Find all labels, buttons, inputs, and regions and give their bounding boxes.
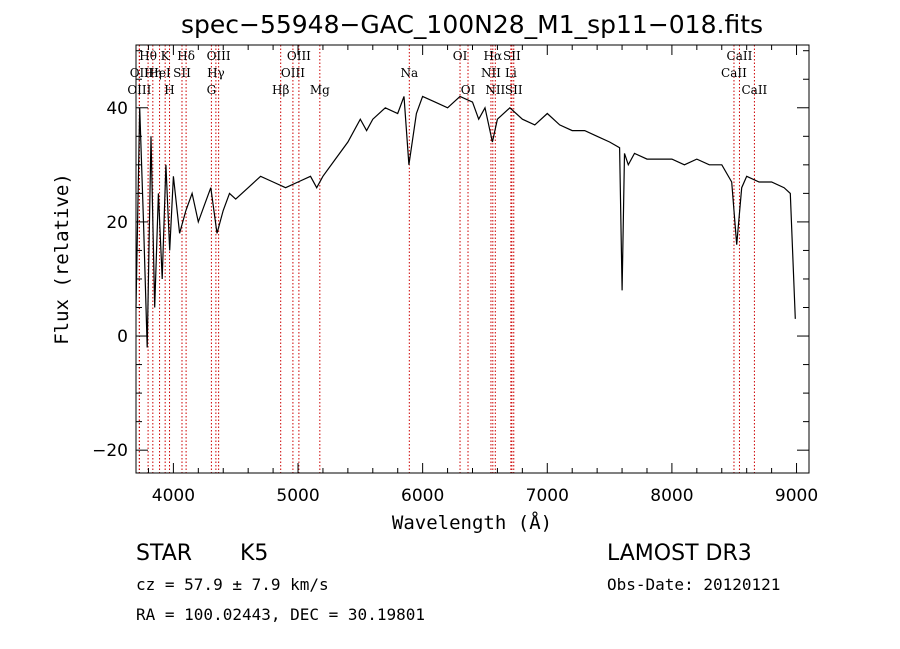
line-label-16: Na <box>400 66 418 80</box>
line-label-20: SII <box>503 49 521 63</box>
plot-frame <box>135 44 810 474</box>
line-label-27: CaII <box>741 83 767 97</box>
line-label-24: SII <box>505 83 523 97</box>
y-tick-label-0: −20 <box>92 441 128 461</box>
x-axis-ticks: 4000 5000 6000 7000 8000 9000 <box>147 45 818 506</box>
x-tick-label-4: 8000 <box>650 486 693 506</box>
y-tick-label-1: 0 <box>117 327 128 347</box>
x-tick-label-5: 9000 <box>775 486 818 506</box>
redshift-cz: cz = 57.9 ± 7.9 km/s <box>136 575 329 594</box>
spectral-line-markers <box>138 45 755 473</box>
y-tick-label-2: 20 <box>106 213 128 233</box>
object-class: STAR <box>136 541 192 566</box>
line-label-23: NII <box>485 83 505 97</box>
survey-name: LAMOST DR3 <box>607 541 752 566</box>
line-label-5: K <box>161 49 171 63</box>
line-label-10: Hγ <box>207 66 225 80</box>
x-tick-label-3: 7000 <box>526 486 569 506</box>
x-tick-label-2: 6000 <box>401 486 444 506</box>
observation-date: Obs-Date: 20120121 <box>607 575 780 594</box>
line-label-12: Hβ <box>272 83 289 97</box>
line-label-18: OI <box>461 83 476 97</box>
line-label-8: Hδ <box>177 49 195 63</box>
line-label-0: Hθ <box>139 49 157 63</box>
x-axis-label: Wavelength (Å) <box>392 511 552 534</box>
ra-dec: RA = 100.02443, DEC = 30.19801 <box>136 605 425 624</box>
y-tick-label-3: 40 <box>106 99 128 119</box>
line-label-14: OIII <box>281 66 305 80</box>
object-subclass: K5 <box>240 541 268 566</box>
line-label-3: Hη <box>144 66 162 80</box>
line-label-1: OII <box>130 66 150 80</box>
x-tick-label-1: 5000 <box>276 486 319 506</box>
chart-title: spec−55948−GAC_100N28_M1_sp11−018.fits <box>181 10 763 39</box>
line-label-15: Mg <box>310 83 330 97</box>
line-label-21: NII <box>481 66 501 80</box>
y-axis-ticks: −20 0 20 40 <box>92 50 809 461</box>
line-label-7: H <box>164 83 174 97</box>
x-tick-label-0: 4000 <box>152 486 195 506</box>
line-label-11: G <box>207 83 217 97</box>
line-label-26: CaII <box>721 66 747 80</box>
line-label-2: OIII <box>127 83 151 97</box>
line-label-22: Li <box>505 66 517 80</box>
line-label-4: HeI <box>148 66 171 80</box>
line-label-25: CaII <box>727 49 753 63</box>
line-label-17: OI <box>453 49 468 63</box>
line-label-9: OIII <box>207 49 231 63</box>
line-label-13: OIII <box>287 49 311 63</box>
line-label-19: Hα <box>484 49 503 63</box>
y-axis-label: Flux (relative) <box>51 173 73 345</box>
spectrum-series-line <box>135 95 796 348</box>
line-label-6: SII <box>173 66 191 80</box>
